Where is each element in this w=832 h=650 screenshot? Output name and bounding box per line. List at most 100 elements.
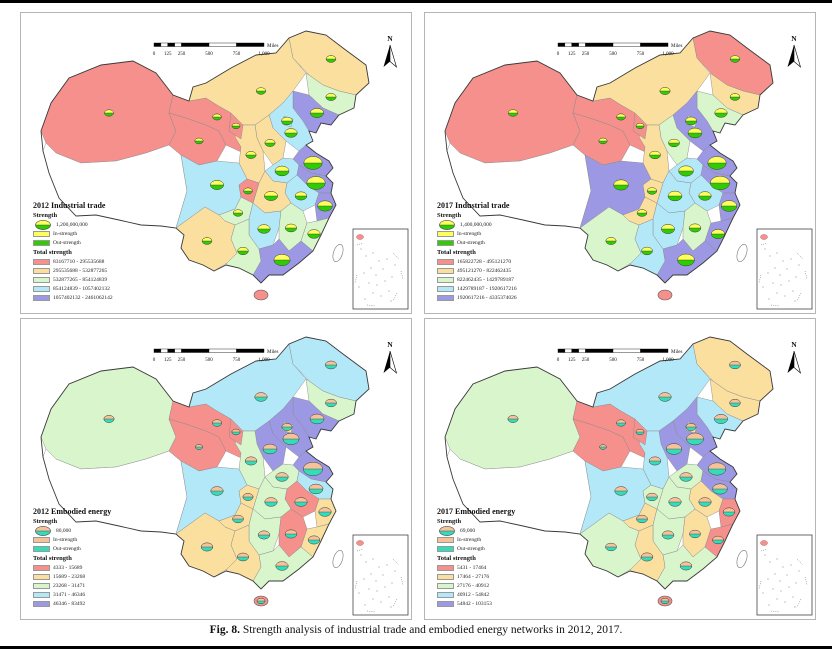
- svg-text:125: 125: [568, 358, 576, 363]
- china-choropleth-map-2017-industrial: 0 125 250 500 750 1,000 Miles N: [444, 30, 813, 310]
- class-range-row: 495121270 - 822462435: [437, 266, 585, 275]
- class1-swatch: [33, 564, 50, 571]
- svg-text:0: 0: [153, 358, 156, 363]
- class-range-row: 1429789187 - 1920617216: [437, 284, 585, 293]
- out-strength-row: Out-strength: [33, 238, 181, 247]
- in-strength-label: In-strength: [457, 230, 482, 237]
- strength-heading: Strength: [33, 518, 58, 525]
- class4-swatch: [33, 285, 50, 292]
- svg-text:1,000: 1,000: [662, 52, 674, 57]
- class-range-row: 17464 - 27176: [437, 572, 585, 581]
- caption-label: Fig. 8.: [209, 624, 240, 636]
- out-strength-swatch: [437, 545, 454, 552]
- class5-range: 54842 - 103153: [457, 600, 492, 607]
- class5-swatch: [437, 294, 454, 301]
- strength-symbol-row: 80,000: [33, 525, 181, 537]
- legend-title: 2012 Embodied energy: [33, 507, 112, 516]
- class1-range: 83167710 - 295535688: [53, 258, 105, 265]
- class2-swatch: [437, 573, 454, 580]
- out-strength-row: Out-strength: [437, 238, 585, 247]
- legend-title: 2012 Industrial trade: [33, 201, 106, 210]
- class-range-row: 46346 - 83492: [33, 599, 181, 608]
- class1-range: 4333 - 15689: [53, 564, 83, 571]
- class-range-row: 854124839 - 1057402132: [33, 284, 181, 293]
- class5-swatch: [437, 600, 454, 607]
- class4-range: 40912 - 54842: [457, 591, 490, 598]
- class-range-row: 15689 - 23268: [33, 572, 181, 581]
- class5-swatch: [33, 294, 50, 301]
- class-range-row: 532877265 - 854124839: [33, 275, 181, 284]
- class1-range: 165822728 - 495121270: [457, 258, 512, 265]
- svg-text:750: 750: [233, 52, 241, 57]
- svg-text:Miles: Miles: [267, 44, 278, 49]
- china-choropleth-map-2012-embodied: 0 125 250 500 750 1,000 Miles N: [40, 336, 409, 616]
- class2-range: 295535688 - 532877265: [53, 267, 108, 274]
- class-range-row: 31471 - 46346: [33, 590, 181, 599]
- svg-text:0: 0: [153, 52, 156, 57]
- total-strength-heading: Total strength: [437, 555, 476, 562]
- class1-range: 5431 - 17464: [457, 564, 487, 571]
- in-strength-label: In-strength: [53, 536, 78, 543]
- class3-swatch: [33, 276, 50, 283]
- class2-swatch: [437, 267, 454, 274]
- class1-swatch: [437, 564, 454, 571]
- svg-text:0: 0: [557, 52, 560, 57]
- strength-value: 1,400,000,000: [460, 221, 492, 228]
- svg-text:500: 500: [609, 358, 617, 363]
- class5-range: 46346 - 83492: [53, 600, 86, 607]
- class-range-row: 822462435 - 1429789187: [437, 275, 585, 284]
- in-strength-label: In-strength: [53, 230, 78, 237]
- in-strength-row: In-strength: [33, 535, 181, 544]
- caption-text: Strength analysis of industrial trade an…: [242, 624, 623, 636]
- class-range-row: 27176 - 40912: [437, 581, 585, 590]
- class5-range: 1057402132 - 2461062142: [53, 294, 113, 301]
- svg-text:500: 500: [205, 358, 213, 363]
- strength-symbol-icon: [33, 525, 53, 537]
- strength-heading: Strength: [437, 518, 462, 525]
- strength-value: 1,200,000,000: [56, 221, 88, 228]
- svg-text:0: 0: [557, 358, 560, 363]
- class3-swatch: [33, 582, 50, 589]
- class4-swatch: [437, 591, 454, 598]
- class5-swatch: [33, 600, 50, 607]
- class2-range: 15689 - 23268: [53, 573, 86, 580]
- svg-text:250: 250: [178, 358, 186, 363]
- class4-range: 854124839 - 1057402132: [53, 285, 110, 292]
- class3-range: 822462435 - 1429789187: [457, 276, 514, 283]
- class5-range: 1920617216 - 4335374026: [457, 294, 517, 301]
- map-legend: 2017 Industrial trade Strength 1,400,000…: [437, 201, 585, 302]
- strength-heading: Strength: [437, 212, 462, 219]
- out-strength-label: Out-strength: [457, 239, 485, 246]
- class-range-row: 40912 - 54842: [437, 590, 585, 599]
- class2-swatch: [33, 267, 50, 274]
- class2-range: 17464 - 27176: [457, 573, 490, 580]
- in-strength-row: In-strength: [437, 535, 585, 544]
- out-strength-label: Out-strength: [53, 545, 81, 552]
- out-strength-row: Out-strength: [33, 544, 181, 553]
- svg-text:750: 750: [233, 358, 241, 363]
- figure-caption: Fig. 8. Strength analysis of industrial …: [0, 624, 832, 636]
- map-panel-2017-embodied-energy: 0 125 250 500 750 1,000 Miles N 2017 Embodied e…: [424, 318, 816, 620]
- in-strength-row: In-strength: [33, 229, 181, 238]
- strength-symbol-icon: [437, 525, 457, 537]
- svg-text:500: 500: [205, 52, 213, 57]
- class4-swatch: [33, 591, 50, 598]
- class-range-row: 5431 - 17464: [437, 563, 585, 572]
- svg-text:125: 125: [568, 52, 576, 57]
- class4-swatch: [437, 285, 454, 292]
- total-strength-heading: Total strength: [437, 249, 476, 256]
- top-rule: [0, 0, 832, 3]
- class4-range: 1429789187 - 1920617216: [457, 285, 517, 292]
- map-panel-2012-embodied-energy: 0 125 250 500 750 1,000 Miles N 2012 Embodied e…: [20, 318, 412, 620]
- svg-text:1,000: 1,000: [258, 358, 270, 363]
- china-choropleth-map-2017-embodied: 0 125 250 500 750 1,000 Miles N: [444, 336, 813, 616]
- strength-symbol-row: 69,000: [437, 525, 585, 537]
- out-strength-swatch: [437, 239, 454, 246]
- bottom-rule: [0, 646, 832, 649]
- class3-swatch: [437, 276, 454, 283]
- svg-text:750: 750: [637, 52, 645, 57]
- in-strength-label: In-strength: [457, 536, 482, 543]
- svg-text:1,000: 1,000: [258, 52, 270, 57]
- map-grid: 0 125 250 500 750 1,000 Miles N 2012 Industrial…: [20, 12, 816, 620]
